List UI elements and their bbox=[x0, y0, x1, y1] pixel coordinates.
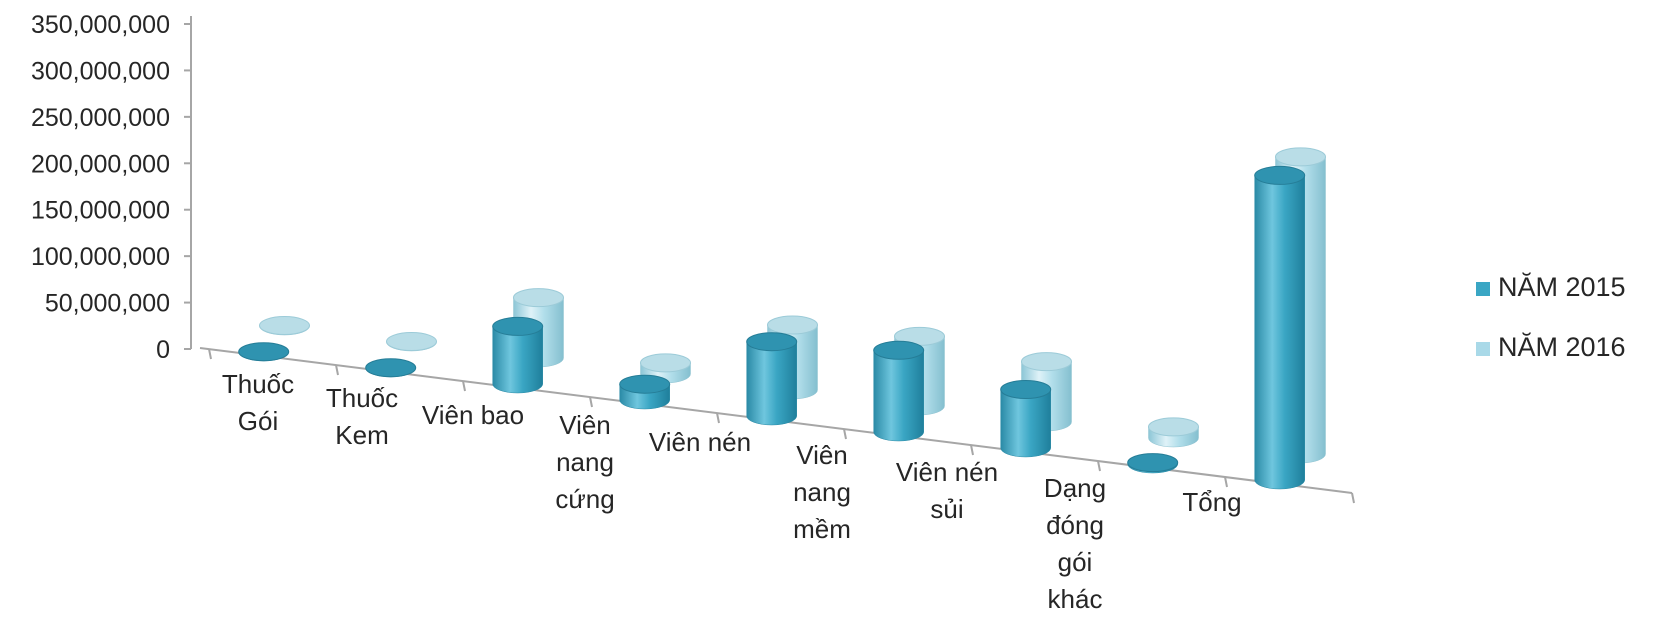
bar-top bbox=[873, 340, 925, 360]
bar-2015 bbox=[1000, 380, 1052, 458]
y-tick-label: 200,000,000 bbox=[31, 150, 170, 178]
bar-2015 bbox=[365, 358, 417, 378]
legend-swatch bbox=[1476, 342, 1490, 356]
y-tick-label: 150,000,000 bbox=[31, 197, 170, 225]
y-tick-label: 250,000,000 bbox=[31, 104, 170, 132]
bar-top bbox=[1021, 352, 1072, 372]
y-tick-label: 0 bbox=[156, 336, 170, 364]
legend-swatch bbox=[1476, 282, 1490, 296]
legend-label: NĂM 2016 bbox=[1498, 332, 1626, 362]
x-tick bbox=[1224, 476, 1228, 488]
x-tick bbox=[970, 444, 974, 456]
bar-top bbox=[619, 374, 671, 394]
bar-2015 bbox=[619, 374, 671, 410]
bar-top bbox=[492, 316, 544, 336]
x-tick bbox=[462, 380, 466, 392]
x-tick-label: Viên nén sủi bbox=[896, 457, 998, 524]
bar-top bbox=[746, 332, 798, 352]
x-tick-label: Viên nang mềm bbox=[793, 440, 851, 544]
bar-2015 bbox=[746, 332, 798, 426]
legend-label: NĂM 2015 bbox=[1498, 272, 1626, 302]
bar-2015 bbox=[1254, 165, 1306, 490]
bar-top bbox=[238, 342, 290, 362]
bar-top bbox=[1127, 453, 1179, 473]
y-tick-label: 100,000,000 bbox=[31, 243, 170, 271]
bar-2015 bbox=[238, 342, 290, 362]
bar-body bbox=[1254, 175, 1305, 490]
bar-top bbox=[259, 316, 310, 336]
bar-2015 bbox=[873, 340, 925, 442]
y-tick-label: 50,000,000 bbox=[45, 290, 170, 318]
bar-body bbox=[492, 326, 543, 394]
x-tick-label: Dạng đóng gói khác bbox=[1044, 473, 1106, 614]
bar-top bbox=[1254, 165, 1306, 185]
bar-top bbox=[767, 315, 818, 335]
x-tick bbox=[589, 396, 593, 408]
x-tick bbox=[335, 364, 339, 376]
bar-top bbox=[513, 288, 564, 308]
x-tick bbox=[1097, 460, 1101, 472]
x-tick bbox=[843, 428, 847, 440]
x-tick-label: Viên nang cứng bbox=[555, 410, 614, 514]
bar-body bbox=[873, 350, 924, 442]
bar-top bbox=[365, 358, 417, 378]
x-tick-label: Thuốc Gói bbox=[222, 369, 294, 436]
x-tick bbox=[716, 412, 720, 424]
x-tick bbox=[208, 348, 212, 360]
x-tick-label: Viên nén bbox=[649, 427, 751, 457]
x-tick bbox=[1351, 492, 1355, 504]
bar-2015 bbox=[1127, 453, 1179, 474]
x-tick-label: Thuốc Kem bbox=[326, 383, 398, 450]
bar-2015 bbox=[492, 316, 544, 394]
y-tick-label: 350,000,000 bbox=[31, 11, 170, 39]
y-tick-label: 300,000,000 bbox=[31, 57, 170, 85]
bar-body bbox=[1000, 389, 1051, 458]
x-tick-label: Viên bao bbox=[422, 400, 524, 430]
bar-2016 bbox=[1148, 417, 1199, 448]
bar-top bbox=[1275, 147, 1326, 167]
bar-body bbox=[746, 341, 797, 426]
bar-top bbox=[1000, 380, 1052, 399]
bar-2016 bbox=[386, 332, 437, 352]
bar-top bbox=[640, 353, 691, 373]
bar-top bbox=[386, 332, 437, 352]
bar-top bbox=[1148, 417, 1199, 437]
x-tick-label: Tổng bbox=[1182, 487, 1241, 517]
bar-2016 bbox=[259, 316, 310, 336]
